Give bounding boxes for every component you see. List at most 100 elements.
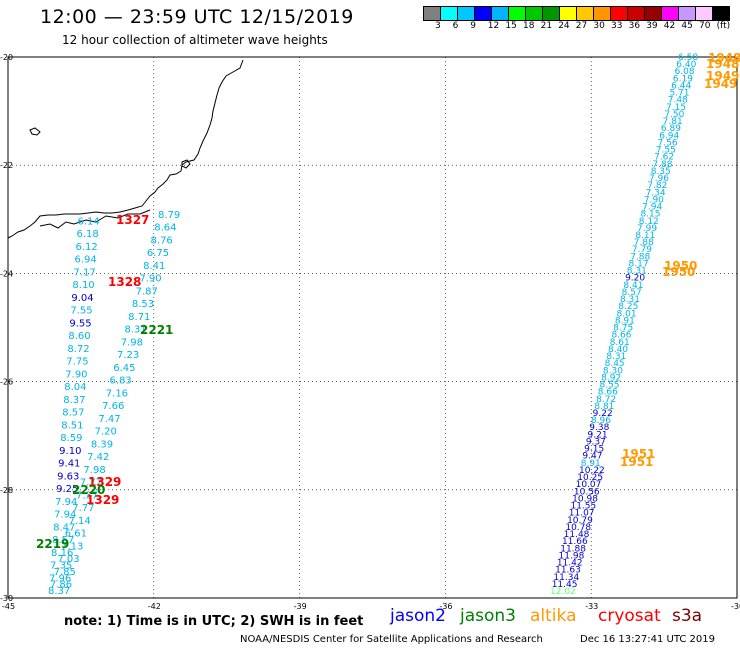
swh-label: 7.96 xyxy=(649,174,669,184)
swh-label: 6.45 xyxy=(113,363,135,374)
swh-label: 8.11 xyxy=(635,231,655,241)
swh-label: 6.58 xyxy=(678,53,698,63)
swh-label: 8.91 xyxy=(615,316,635,326)
swh-label: 8.96 xyxy=(591,416,611,426)
swh-label: 7.23 xyxy=(117,350,139,361)
y-axis-label: -28 xyxy=(0,486,13,495)
color-swatch xyxy=(712,6,730,21)
swh-label: 8.31 xyxy=(627,267,647,277)
x-axis-label: -45 xyxy=(2,602,15,611)
swh-label: 8.79 xyxy=(158,210,180,221)
y-axis-label: -20 xyxy=(0,53,13,62)
swh-label: 7.16 xyxy=(106,388,128,399)
swh-label: 7.94 xyxy=(55,497,77,508)
color-scale-labels: 3 6 9 12 15 18 21 24 27 30 33 36 39 42 45 70 (ft) xyxy=(423,21,740,33)
swh-label: 7.42 xyxy=(87,452,109,463)
swh-label: 10.78 xyxy=(565,523,591,533)
swh-label: 11.98 xyxy=(559,551,585,561)
time-label: 1329 xyxy=(86,493,119,507)
coastline-inner xyxy=(39,209,151,229)
swh-label: 8.61 xyxy=(610,338,630,348)
color-scale-label: 39 xyxy=(646,21,658,31)
color-scale-label: 3 xyxy=(435,21,441,31)
swh-label: 10.56 xyxy=(574,487,600,497)
x-axis-label: -39 xyxy=(294,602,307,611)
x-axis-label: -33 xyxy=(585,602,598,611)
x-axis-label: -36 xyxy=(439,602,452,611)
y-axis-labels: -20 -22 -24 -26 -28 -30 xyxy=(0,53,13,603)
swh-label: 9.04 xyxy=(71,293,93,304)
swh-label: 7.47 xyxy=(98,414,120,425)
swh-label: 7.62 xyxy=(654,153,674,163)
swh-label: 8.37 xyxy=(48,586,70,597)
swh-label: 8.57 xyxy=(52,535,74,546)
time-label: 1950 xyxy=(662,265,695,279)
swh-label: 8.60 xyxy=(68,331,90,342)
swh-label: 8.66 xyxy=(598,388,618,398)
swh-label: 7.88 xyxy=(630,252,650,262)
time-label: 1948 xyxy=(708,51,740,65)
swh-label: 7.94 xyxy=(642,203,662,213)
right-track: 6.586.406.086.196.445.717.487.157.507.81… xyxy=(550,51,740,597)
swh-label: 7.98 xyxy=(121,337,143,348)
swh-label: 8.40 xyxy=(608,345,628,355)
swh-label: 8.76 xyxy=(151,235,173,246)
swh-label: 8.41 xyxy=(143,261,165,272)
swh-label: 7.20 xyxy=(95,427,117,438)
swh-label: 6.08 xyxy=(675,67,695,77)
y-axis-label: -22 xyxy=(0,161,13,170)
swh-label: 8.71 xyxy=(128,312,150,323)
swh-label: 6.94 xyxy=(659,131,679,141)
swh-label: 8.17 xyxy=(629,259,649,269)
swh-label: 9.38 xyxy=(589,423,609,433)
swh-label: 11.42 xyxy=(557,559,583,569)
swh-label: 7.37 xyxy=(76,490,98,501)
swh-label: 8.31 xyxy=(124,325,146,336)
swh-label: 7.90 xyxy=(65,369,87,380)
swh-label: 6.44 xyxy=(671,81,691,91)
swh-label: 11.66 xyxy=(562,537,588,547)
time-label: 1949 xyxy=(706,69,739,83)
swh-label: 11.88 xyxy=(560,544,586,554)
color-scale-label: 30 xyxy=(593,21,605,31)
swh-label: 7.88 xyxy=(634,238,654,248)
swh-label: 7.50 xyxy=(664,110,684,120)
swh-label: 8.01 xyxy=(617,309,637,319)
swh-label: 11.34 xyxy=(553,573,579,583)
swh-label: 6.18 xyxy=(76,229,98,240)
swh-label: 6.14 xyxy=(77,216,99,227)
swh-label: 7.98 xyxy=(83,465,105,476)
swh-label: 9.15 xyxy=(584,445,604,455)
swh-label: 8.37 xyxy=(63,395,85,406)
swh-label: 7.90 xyxy=(644,195,664,205)
swh-label: 8.39 xyxy=(91,439,113,450)
swh-label: 10.22 xyxy=(579,466,605,476)
swh-label: 8.92 xyxy=(601,373,621,383)
swh-label: 8.41 xyxy=(623,281,643,291)
swh-label: 7.56 xyxy=(658,138,678,148)
coastline-island xyxy=(29,127,41,136)
credit-line: NOAA/NESDIS Center for Satellite Applica… xyxy=(240,634,543,645)
swh-label: 8.66 xyxy=(611,331,631,341)
swh-label: 7.14 xyxy=(69,516,91,527)
swh-label: 11.45 xyxy=(552,580,578,590)
swh-label: 7.99 xyxy=(637,224,657,234)
swh-label: 7.94 xyxy=(54,510,76,521)
color-scale-label: 18 xyxy=(523,21,535,31)
swh-label: 9.25 xyxy=(56,484,78,495)
swh-label: 7.03 xyxy=(57,554,79,565)
swh-label: 8.59 xyxy=(60,433,82,444)
swh-label: 8.51 xyxy=(61,420,83,431)
swh-label: 8.53 xyxy=(132,299,154,310)
swh-label: 9.37 xyxy=(586,437,606,447)
swh-label: 7.96 xyxy=(49,573,71,584)
swh-label: 7.88 xyxy=(652,160,672,170)
color-scale-label: 33 xyxy=(611,21,623,31)
color-scale xyxy=(423,6,730,21)
swh-label: 7.55 xyxy=(656,146,676,156)
swh-label: 10.79 xyxy=(567,516,593,526)
swh-label: 7.48 xyxy=(668,96,688,106)
x-axis-label: -42 xyxy=(148,602,161,611)
swh-label: 8.31 xyxy=(620,295,640,305)
swh-label: 9.22 xyxy=(593,409,613,419)
